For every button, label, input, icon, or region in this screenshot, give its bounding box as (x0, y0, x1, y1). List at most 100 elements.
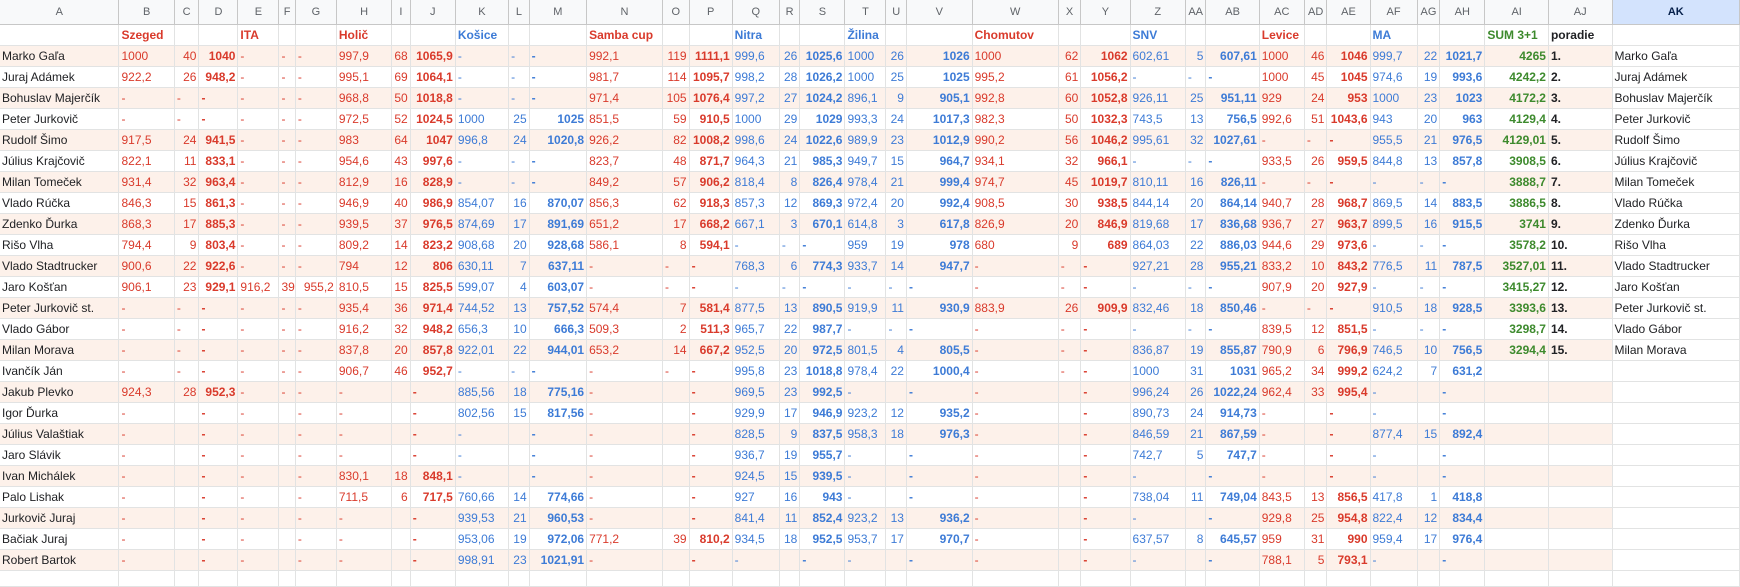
table-cell[interactable]: - (586, 549, 663, 571)
table-cell[interactable] (1058, 402, 1082, 424)
table-cell[interactable]: 11 (885, 297, 907, 319)
table-cell[interactable] (174, 402, 200, 424)
table-cell[interactable]: 12 (1417, 507, 1441, 529)
table-cell[interactable]: - (1080, 402, 1131, 424)
table-cell[interactable]: 992,6 (1259, 108, 1305, 130)
table-cell[interactable] (885, 486, 907, 508)
table-cell[interactable]: 667,1 (732, 213, 780, 235)
table-cell[interactable]: 830,1 (336, 465, 393, 487)
table-cell[interactable]: - (1326, 171, 1371, 193)
table-cell[interactable]: 955,21 (1205, 255, 1260, 277)
table-cell[interactable]: 1025,6 (799, 45, 846, 67)
table-cell[interactable]: 963,4 (198, 171, 239, 193)
table-cell[interactable]: 31 (1185, 360, 1207, 382)
rank-cell[interactable] (1548, 528, 1613, 550)
table-cell[interactable]: - (237, 381, 280, 403)
table-cell[interactable]: 756,5 (1439, 339, 1486, 361)
table-cell[interactable]: 1000 (1370, 87, 1418, 109)
table-cell[interactable]: - (118, 339, 175, 361)
table-cell[interactable]: 1064,1 (410, 66, 456, 88)
table-cell[interactable]: - (174, 297, 200, 319)
table-cell[interactable]: 594,1 (689, 234, 733, 256)
table-cell[interactable]: 22 (885, 360, 907, 382)
column-header-ak[interactable]: AK (1612, 0, 1740, 25)
table-cell[interactable] (1612, 549, 1740, 571)
table-cell[interactable]: - (906, 381, 973, 403)
table-cell[interactable]: 927,9 (1326, 276, 1371, 298)
table-cell[interactable]: 37 (391, 213, 411, 235)
table-cell[interactable]: 1000 (1130, 360, 1186, 382)
table-cell[interactable]: - (118, 507, 175, 529)
table-cell[interactable]: 958,3 (844, 423, 887, 445)
player-name-cell[interactable]: Zdenko Ďurka (0, 213, 120, 235)
table-cell[interactable] (391, 381, 411, 403)
table-cell[interactable]: 1000 (844, 45, 887, 67)
table-cell[interactable]: 607,61 (1205, 45, 1260, 67)
table-cell[interactable]: - (198, 486, 239, 508)
table-cell[interactable]: 817,56 (529, 402, 588, 424)
table-cell[interactable]: 7 (1417, 360, 1441, 382)
table-cell[interactable]: 992,4 (906, 192, 973, 214)
column-header-c[interactable]: C (174, 0, 200, 25)
table-cell[interactable]: 18 (1185, 297, 1207, 319)
table-cell[interactable]: - (1439, 171, 1486, 193)
table-cell[interactable]: 996,24 (1130, 381, 1186, 403)
table-cell[interactable]: 839,5 (1259, 318, 1305, 340)
table-cell[interactable]: 999,2 (1326, 360, 1371, 382)
empty-cell[interactable] (198, 570, 239, 587)
table-cell[interactable]: 822,4 (1370, 507, 1418, 529)
table-cell[interactable]: - (295, 87, 337, 109)
table-cell[interactable]: 890,73 (1130, 402, 1186, 424)
table-cell[interactable]: 822,1 (118, 150, 175, 172)
table-cell[interactable]: 742,7 (1130, 444, 1186, 466)
table-cell[interactable]: 14 (508, 486, 530, 508)
table-cell[interactable]: 1047 (410, 129, 456, 151)
table-cell[interactable] (278, 444, 296, 466)
table-cell[interactable]: - (1080, 549, 1131, 571)
rank-cell[interactable] (1548, 465, 1613, 487)
table-cell[interactable] (885, 549, 907, 571)
table-cell[interactable]: - (1185, 318, 1207, 340)
table-cell[interactable]: - (1326, 297, 1371, 319)
table-cell[interactable]: Milan Tomeček (1612, 171, 1740, 193)
sum-cell[interactable]: 3908,5 (1484, 150, 1549, 172)
table-cell[interactable]: - (586, 465, 663, 487)
player-name-cell[interactable]: Milan Tomeček (0, 171, 120, 193)
table-cell[interactable]: - (295, 507, 337, 529)
table-cell[interactable]: - (118, 549, 175, 571)
table-cell[interactable]: 20 (779, 339, 801, 361)
table-cell[interactable]: - (1205, 465, 1260, 487)
table-cell[interactable]: 26 (1185, 381, 1207, 403)
table-cell[interactable]: 768,3 (732, 255, 780, 277)
table-cell[interactable]: Vlado Stadtrucker (1612, 255, 1740, 277)
table-cell[interactable]: - (237, 129, 280, 151)
table-cell[interactable]: 1020,8 (529, 129, 588, 151)
table-cell[interactable]: - (237, 528, 280, 550)
empty-cell[interactable] (1185, 570, 1207, 587)
table-cell[interactable]: - (278, 297, 296, 319)
table-cell[interactable]: - (529, 45, 588, 67)
table-cell[interactable]: 843,5 (1259, 486, 1305, 508)
table-cell[interactable]: 22 (1185, 234, 1207, 256)
venue-header-cell[interactable]: Košice (455, 24, 510, 46)
table-cell[interactable] (662, 465, 690, 487)
table-cell[interactable]: - (295, 192, 337, 214)
table-cell[interactable]: 987,7 (799, 318, 846, 340)
table-cell[interactable]: - (906, 444, 973, 466)
table-cell[interactable]: - (972, 444, 1059, 466)
table-cell[interactable]: 28 (1185, 255, 1207, 277)
player-name-cell[interactable]: Jurkovič Juraj (0, 507, 120, 529)
table-cell[interactable]: 796,9 (1326, 339, 1371, 361)
table-cell[interactable]: - (455, 45, 510, 67)
table-cell[interactable]: 20 (1185, 192, 1207, 214)
table-cell[interactable]: - (278, 318, 296, 340)
table-cell[interactable]: Peter Jurkovič st. (1612, 297, 1740, 319)
table-cell[interactable]: - (529, 171, 588, 193)
table-cell[interactable]: 1052,8 (1080, 87, 1131, 109)
table-cell[interactable]: - (844, 381, 887, 403)
table-cell[interactable]: - (295, 129, 337, 151)
table-cell[interactable]: 836,87 (1130, 339, 1186, 361)
sum-cell[interactable]: 3527,01 (1484, 255, 1549, 277)
table-cell[interactable]: 940,7 (1259, 192, 1305, 214)
table-cell[interactable]: - (1205, 276, 1260, 298)
